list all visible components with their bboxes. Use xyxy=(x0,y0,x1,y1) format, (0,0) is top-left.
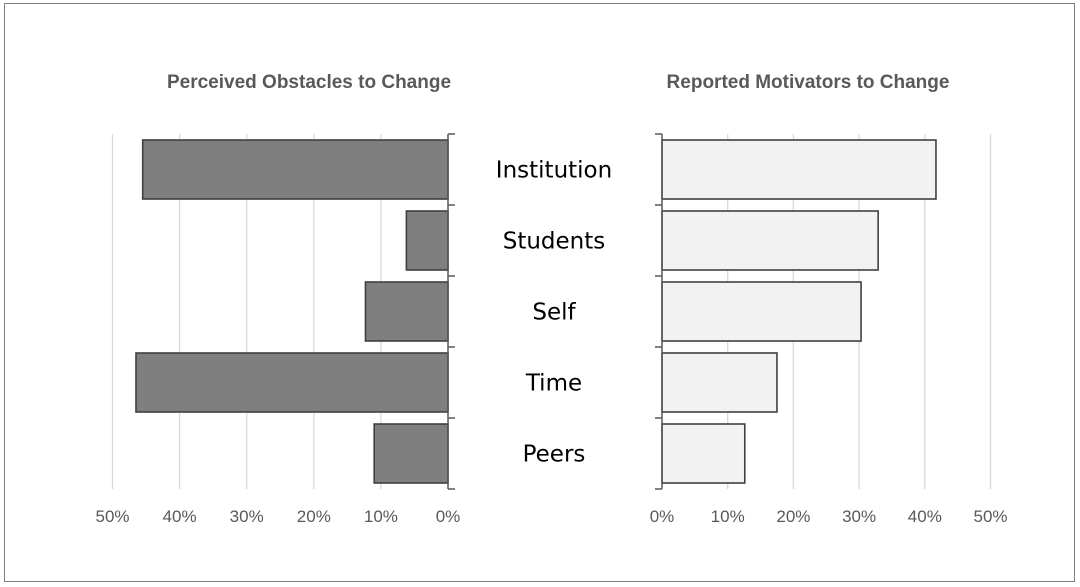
motivators-bar-peers xyxy=(661,423,746,484)
obstacles-bar-time xyxy=(135,352,449,413)
obstacles-bar-self xyxy=(364,281,449,342)
obstacles-bar-peers xyxy=(373,423,449,484)
motivators-bar-time xyxy=(661,352,778,413)
motivators-bar-self xyxy=(661,281,862,342)
motivators-tick-label: 10% xyxy=(711,507,745,526)
obstacles-bar-institution xyxy=(141,139,449,200)
figure-frame: Perceived Obstacles to Change 50% 40% 30% 20… xyxy=(4,3,1075,582)
obstacles-tick-label: 10% xyxy=(364,507,398,526)
motivators-tick-label: 0% xyxy=(650,507,675,526)
obstacles-tick-label: 50% xyxy=(95,507,129,526)
category-label-students: Students xyxy=(503,229,606,255)
category-label-peers: Peers xyxy=(523,442,586,468)
motivators-bar-institution xyxy=(661,139,937,200)
motivators-bar-students xyxy=(661,210,879,271)
obstacles-tick-label: 20% xyxy=(297,507,331,526)
obstacles-tick-label: 0% xyxy=(436,507,461,526)
butterfly-chart: Perceived Obstacles to Change 50% 40% 30% 20… xyxy=(95,72,1007,526)
motivators-tick-label: 50% xyxy=(973,507,1007,526)
motivators-tick-label: 20% xyxy=(776,507,810,526)
obstacles-chart-title: Perceived Obstacles to Change xyxy=(167,72,451,93)
obstacles-bar-students xyxy=(405,210,449,271)
motivators-chart-title: Reported Motivators to Change xyxy=(667,72,950,93)
obstacles-tick-label: 30% xyxy=(230,507,264,526)
obstacles-tick-label: 40% xyxy=(163,507,197,526)
category-label-institution: Institution xyxy=(496,158,612,184)
category-label-self: Self xyxy=(532,300,576,326)
motivators-tick-label: 30% xyxy=(842,507,876,526)
motivators-tick-label: 40% xyxy=(908,507,942,526)
category-label-time: Time xyxy=(525,371,582,397)
